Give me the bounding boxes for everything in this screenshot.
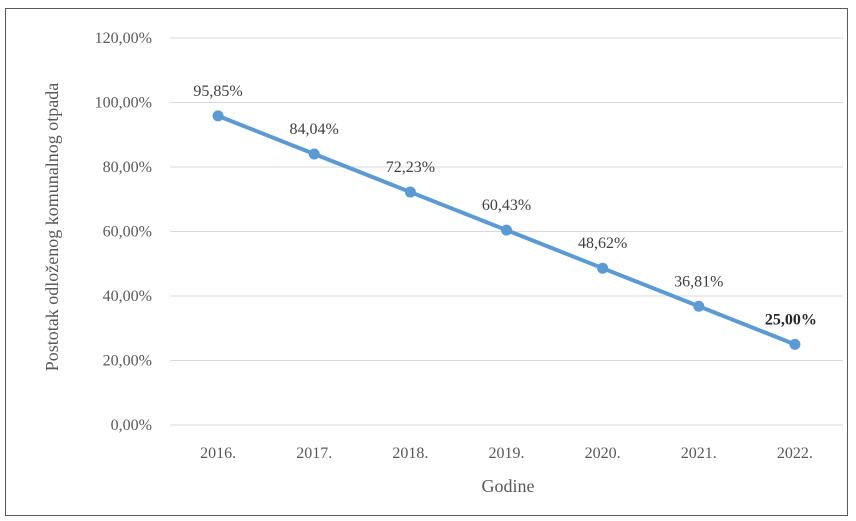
data-labels: 95,85% 84,04% 72,23% 60,43% 48,62% 36,81% 25,0…: [193, 83, 817, 328]
x-tick-label: 2022.: [777, 445, 813, 462]
data-point: [308, 148, 320, 160]
data-label: 48,62%: [578, 235, 627, 252]
y-tick-label: 100,00%: [95, 95, 152, 112]
data-point: [212, 110, 224, 122]
x-axis-title: Godine: [482, 476, 535, 496]
y-tick-label: 20,00%: [103, 353, 152, 370]
x-tick-label: 2018.: [392, 445, 428, 462]
data-point: [501, 224, 512, 236]
y-tick-label: 60,00%: [103, 224, 152, 241]
x-tick-label: 2020.: [585, 445, 621, 462]
data-point: [789, 338, 801, 350]
y-axis-title: Postotak odloženog komunalnog otpada: [42, 83, 62, 371]
data-label: 72,23%: [386, 159, 435, 176]
y-tick-label: 120,00%: [95, 30, 152, 47]
x-axis-ticks: 2016. 2017. 2018. 2019. 2020. 2021. 2022.: [200, 445, 813, 462]
data-label: 84,04%: [290, 121, 339, 138]
data-label: 60,43%: [482, 197, 531, 214]
x-tick-label: 2019.: [489, 445, 525, 462]
x-tick-label: 2021.: [681, 445, 717, 462]
y-tick-label: 0,00%: [111, 417, 152, 434]
x-tick-label: 2017.: [296, 445, 332, 462]
y-axis-ticks: 0,00% 20,00% 40,00% 60,00% 80,00% 100,00% 120,…: [95, 30, 152, 434]
chart-frame: [5, 8, 848, 516]
data-label: 36,81%: [674, 273, 723, 290]
gridlines: [170, 37, 843, 426]
x-tick-label: 2016.: [200, 445, 236, 462]
y-tick-label: 40,00%: [103, 288, 152, 305]
data-label: 95,85%: [193, 83, 242, 100]
data-point: [693, 300, 705, 312]
data-point: [404, 186, 416, 198]
y-tick-label: 80,00%: [103, 159, 152, 176]
data-point: [597, 262, 609, 274]
series-layer: [212, 110, 801, 350]
data-label: 25,00%: [765, 311, 817, 328]
